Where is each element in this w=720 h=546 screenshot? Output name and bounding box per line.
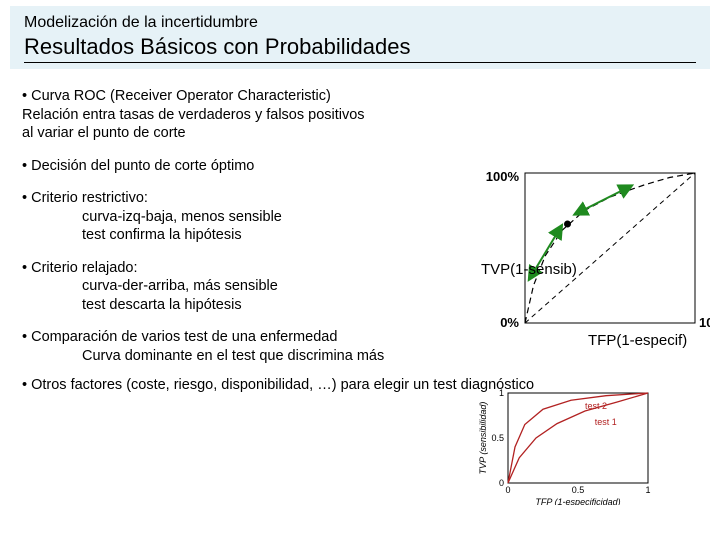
svg-text:0%: 0% xyxy=(500,315,519,330)
svg-text:0.5: 0.5 xyxy=(491,433,504,443)
roc-curve-chart: 100% 0% 100% TVP(1-sensib) TFP(1-especif) xyxy=(480,159,710,359)
compare-curves-chart: test 2 test 1 0 0.5 1 0 0.5 1 TVP (sensibilidad)… xyxy=(470,385,660,505)
svg-text:test 1: test 1 xyxy=(595,417,617,427)
slide-subtitle: Modelización de la incertidumbre xyxy=(24,14,696,32)
svg-text:TVP (sensibilidad): TVP (sensibilidad) xyxy=(478,402,488,475)
svg-text:100%: 100% xyxy=(699,315,710,330)
svg-text:100%: 100% xyxy=(486,169,520,184)
slide-header: Modelización de la incertidumbre Resulta… xyxy=(10,6,710,69)
svg-text:0: 0 xyxy=(505,485,510,495)
slide-title: Resultados Básicos con Probabilidades xyxy=(24,34,696,63)
slide-body: • Curva ROC (Receiver Operator Character… xyxy=(0,69,720,394)
bullet-roc: • Curva ROC (Receiver Operator Character… xyxy=(22,87,706,143)
svg-text:0: 0 xyxy=(499,478,504,488)
svg-text:1: 1 xyxy=(645,485,650,495)
svg-text:1: 1 xyxy=(499,388,504,398)
text-line: al variar el punto de corte xyxy=(22,124,706,143)
svg-text:test 2: test 2 xyxy=(585,401,607,411)
svg-text:TFP(1-especif): TFP(1-especif) xyxy=(588,332,687,349)
text-line: • Curva ROC (Receiver Operator Character… xyxy=(22,87,706,106)
text-line: Relación entra tasas de verdaderos y fal… xyxy=(22,106,706,125)
svg-text:0.5: 0.5 xyxy=(572,485,585,495)
svg-text:TFP (1-especificidad): TFP (1-especificidad) xyxy=(535,497,620,505)
svg-text:TVP(1-sensib): TVP(1-sensib) xyxy=(481,261,577,278)
